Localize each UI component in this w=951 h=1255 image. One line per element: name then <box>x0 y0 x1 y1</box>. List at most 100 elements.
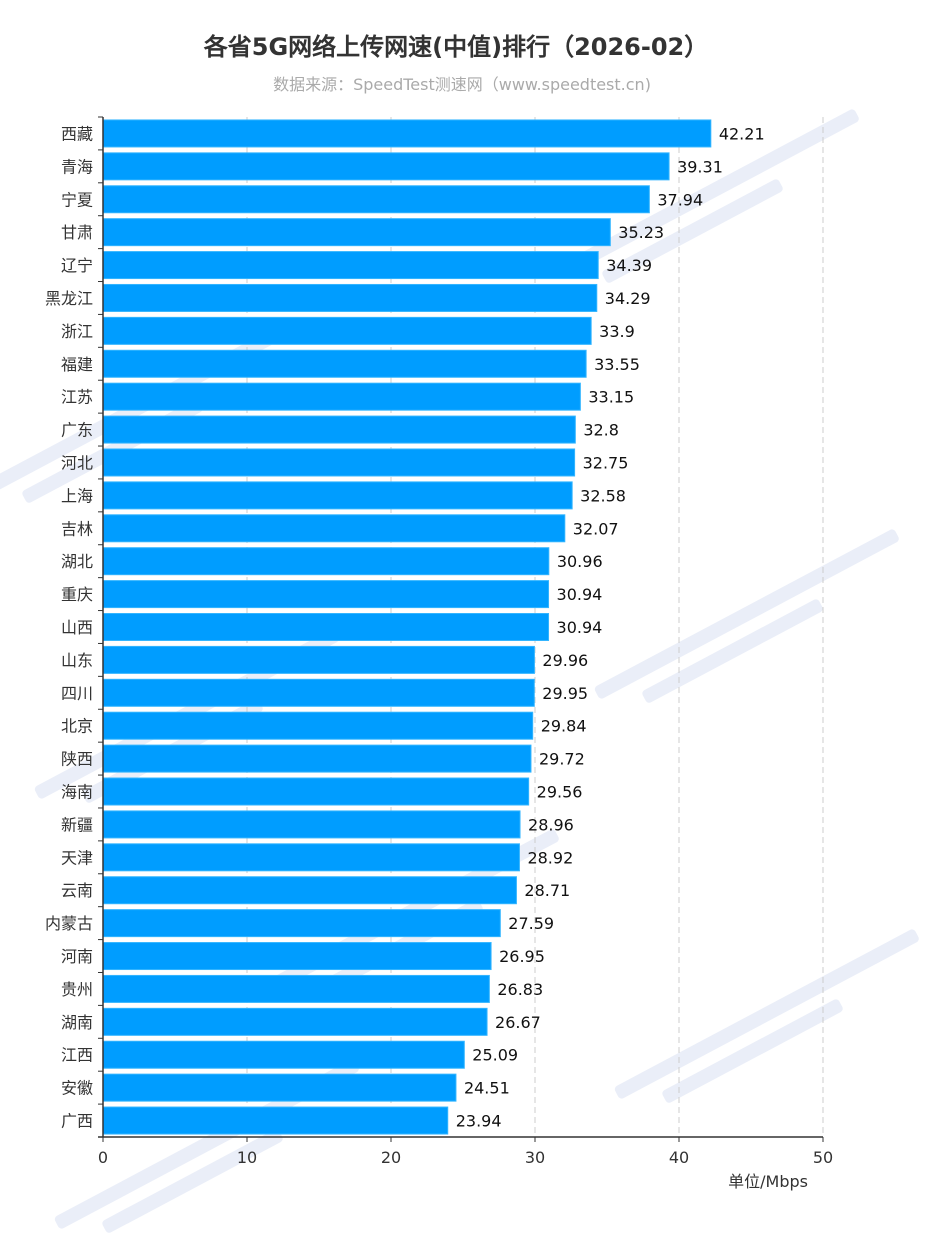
watermark <box>54 1059 359 1233</box>
bar <box>102 876 517 905</box>
category-label: 甘肃 <box>61 223 93 242</box>
category-label: 广西 <box>61 1112 93 1131</box>
data-label: 24.51 <box>464 1079 510 1098</box>
bar <box>102 1040 465 1069</box>
data-label: 28.92 <box>527 848 573 867</box>
data-label: 32.8 <box>583 421 619 440</box>
category-label: 内蒙古 <box>45 914 93 933</box>
x-tick-label: 10 <box>237 1148 257 1167</box>
category-label: 海南 <box>61 783 93 802</box>
bar <box>102 942 492 971</box>
axes: 0 10 20 30 40 50 <box>98 116 833 1167</box>
watermark-band <box>662 999 843 1103</box>
data-label: 26.67 <box>495 1013 541 1032</box>
category-label: 广东 <box>61 421 93 440</box>
bar <box>102 711 534 740</box>
category-label: 北京 <box>61 717 93 736</box>
bar <box>102 316 592 345</box>
watermark-band <box>614 929 919 1099</box>
data-label: 33.15 <box>588 388 634 407</box>
bar <box>102 1073 457 1102</box>
category-label: 重庆 <box>61 585 93 604</box>
x-tick-label: 50 <box>813 1148 833 1167</box>
category-label: 西藏 <box>61 124 93 143</box>
bar <box>102 810 521 839</box>
x-axis-label: 单位/Mbps <box>728 1172 808 1191</box>
bar <box>102 613 550 641</box>
watermark <box>594 529 899 703</box>
category-label: 河南 <box>61 947 93 966</box>
x-tick-label: 0 <box>98 1148 108 1167</box>
category-label: 辽宁 <box>61 256 93 275</box>
bar <box>102 152 670 181</box>
data-label: 26.83 <box>497 980 543 999</box>
data-label: 32.75 <box>583 453 629 472</box>
data-label: 28.96 <box>528 815 574 834</box>
data-label: 32.58 <box>580 486 626 505</box>
bar <box>102 744 532 773</box>
bar <box>102 645 535 674</box>
category-label: 江苏 <box>61 388 93 407</box>
x-tick-label: 20 <box>381 1148 401 1167</box>
bar <box>102 843 520 872</box>
category-label: 上海 <box>61 486 93 505</box>
x-tick-label: 30 <box>525 1148 545 1167</box>
category-label: 贵州 <box>61 980 93 999</box>
data-label: 39.31 <box>677 157 723 176</box>
data-label: 25.09 <box>472 1046 518 1065</box>
bar <box>102 185 650 214</box>
data-label: 27.59 <box>508 914 554 933</box>
data-label: 33.9 <box>599 322 635 341</box>
data-label: 30.96 <box>557 552 603 571</box>
category-label: 山东 <box>61 651 93 670</box>
bar <box>102 514 566 543</box>
category-label: 黑龙江 <box>45 289 93 308</box>
data-label: 29.84 <box>541 717 587 736</box>
bar <box>102 974 490 1003</box>
bar <box>102 251 599 280</box>
data-label: 29.96 <box>542 651 588 670</box>
category-label: 湖南 <box>61 1013 93 1032</box>
bar <box>102 218 611 247</box>
watermark-band <box>54 1059 359 1229</box>
category-label: 浙江 <box>61 322 93 341</box>
chart-subtitle: 数据来源：SpeedTest测速网（www.speedtest.cn) <box>273 75 651 94</box>
data-label: 23.94 <box>456 1112 502 1131</box>
bar <box>102 777 530 806</box>
bar <box>102 547 550 576</box>
data-label: 34.39 <box>606 256 652 275</box>
data-label: 42.21 <box>719 124 765 143</box>
watermark-band <box>554 109 859 279</box>
category-label: 新疆 <box>61 815 93 834</box>
category-label: 河北 <box>61 453 93 472</box>
bar <box>102 909 501 938</box>
category-label: 安徽 <box>61 1079 93 1098</box>
bar <box>102 1007 488 1036</box>
data-label: 30.94 <box>557 618 603 637</box>
category-label: 福建 <box>61 355 93 374</box>
watermark-band <box>594 529 899 699</box>
category-label: 云南 <box>61 881 93 900</box>
bar <box>102 119 712 148</box>
bar <box>102 382 581 411</box>
bar <box>102 349 587 378</box>
data-label: 29.72 <box>539 750 585 769</box>
category-label: 天津 <box>61 848 93 867</box>
bar <box>102 1106 449 1135</box>
chart-title: 各省5G网络上传网速(中值)排行（2026-02） <box>203 33 709 61</box>
data-label: 30.94 <box>557 585 603 604</box>
bar <box>102 481 573 510</box>
category-label: 湖北 <box>61 552 93 571</box>
data-label: 34.29 <box>605 289 651 308</box>
data-label: 29.56 <box>537 783 583 802</box>
bar <box>102 415 576 444</box>
data-label: 26.95 <box>499 947 545 966</box>
bars: 西藏 42.21 青海 39.31 宁夏 37.94 甘肃 35.23 辽宁 34.39 黑龙江 34… <box>45 119 765 1135</box>
watermark-band <box>642 599 823 703</box>
category-label: 四川 <box>61 684 93 703</box>
data-label: 29.95 <box>542 684 588 703</box>
data-label: 37.94 <box>657 190 703 209</box>
category-label: 宁夏 <box>61 190 93 209</box>
data-label: 28.71 <box>524 881 570 900</box>
watermark-band <box>102 1129 283 1233</box>
